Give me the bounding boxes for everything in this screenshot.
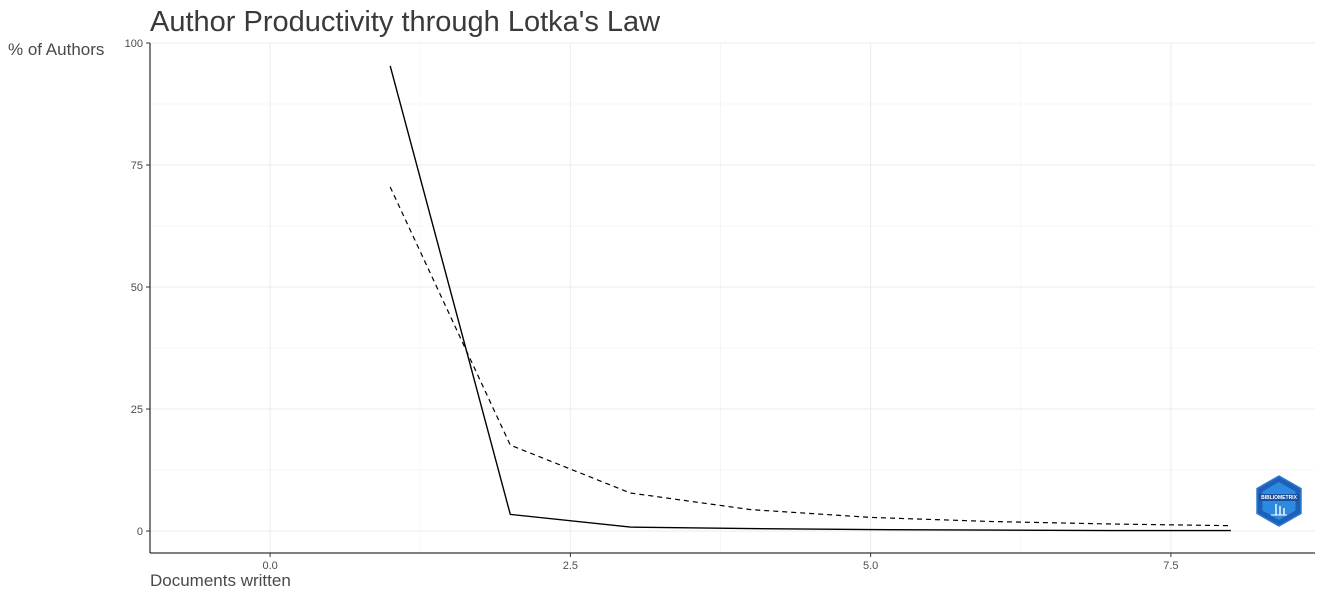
y-axis-title: % of Authors (8, 40, 104, 59)
y-tick-label: 100 (125, 38, 143, 50)
y-tick-label: 25 (131, 404, 143, 416)
gridlines (150, 42, 1315, 553)
series-line-solid (389, 65, 1231, 532)
logo-banner (1259, 494, 1299, 501)
tick-labels: 0.0 2.5 5.0 7.5 0 25 50 75 100 (125, 38, 1179, 572)
x-tick-label: 7.5 (1163, 560, 1178, 572)
logo-text: BIBLIOMETRIX (1261, 495, 1297, 501)
x-tick-label: 5.0 (863, 560, 878, 572)
series-line-dashed (389, 186, 1231, 527)
y-tick-label: 75 (131, 160, 143, 172)
series-lines (389, 65, 1231, 532)
y-tick-label: 0 (137, 526, 143, 538)
x-tick-label: 0.0 (262, 560, 277, 572)
bibliometrix-logo: BIBLIOMETRIX (1256, 475, 1302, 527)
chart-title: Author Productivity through Lotka's Law (150, 6, 661, 38)
x-tick-label: 2.5 (563, 560, 578, 572)
axes (146, 42, 1315, 557)
x-axis-title: Documents written (150, 571, 291, 590)
y-tick-label: 50 (131, 282, 143, 294)
